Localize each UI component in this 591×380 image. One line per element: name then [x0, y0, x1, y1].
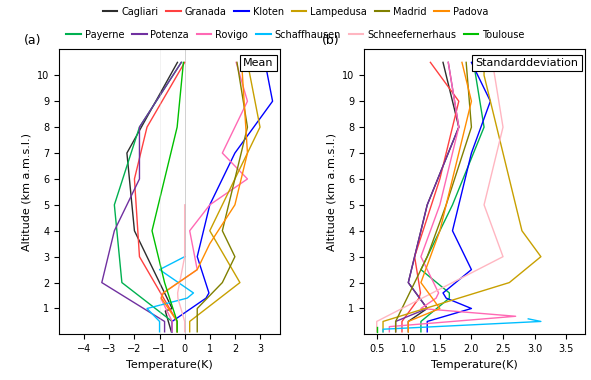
Text: Standarddeviation: Standarddeviation [476, 58, 579, 68]
Text: Mean: Mean [243, 58, 274, 68]
Legend: Payerne, Potenza, Rovigo, Schaffhausen, Schneefernerhaus, Toulouse: Payerne, Potenza, Rovigo, Schaffhausen, … [63, 26, 528, 44]
X-axis label: Temperature(K): Temperature(K) [126, 360, 213, 370]
Y-axis label: Altitude (km a.m.s.l.): Altitude (km a.m.s.l.) [22, 133, 31, 251]
Text: (b): (b) [322, 34, 340, 47]
Text: (a): (a) [24, 34, 41, 47]
X-axis label: Temperature(K): Temperature(K) [431, 360, 518, 370]
Legend: Cagliari, Granada, Kloten, Lampedusa, Madrid, Padova: Cagliari, Granada, Kloten, Lampedusa, Ma… [99, 3, 492, 21]
Y-axis label: Altitude (km a.m.s.l.): Altitude (km a.m.s.l.) [327, 133, 336, 251]
